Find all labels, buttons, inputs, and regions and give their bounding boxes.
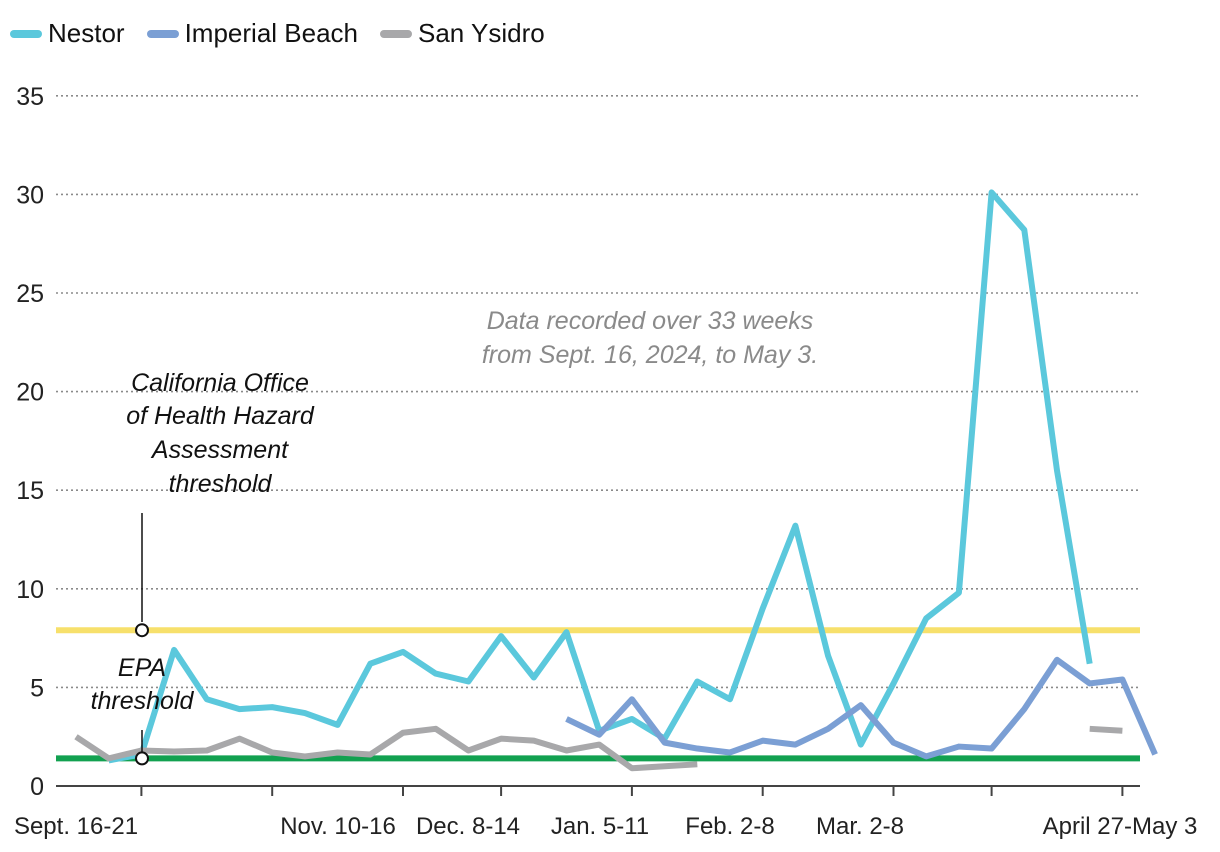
x-tick-label: April 27-May 3 xyxy=(1043,813,1198,840)
y-tick-label-25: 25 xyxy=(16,280,44,308)
legend-swatch-nestor xyxy=(10,29,42,38)
data-note-line: Data recorded over 33 weeks xyxy=(487,307,814,335)
y-tick-label-35: 35 xyxy=(16,83,44,111)
y-tick-label-30: 30 xyxy=(16,181,44,209)
x-tick-label: Dec. 8-14 xyxy=(416,813,520,840)
y-tick-label-10: 10 xyxy=(16,576,44,604)
legend-swatch-imperial-beach xyxy=(146,29,179,38)
legend-item-nestor: Nestor xyxy=(10,18,125,49)
y-tick-label-0: 0 xyxy=(30,773,44,801)
legend: Nestor Imperial Beach San Ysidro xyxy=(10,18,545,49)
series-line-1-0 xyxy=(565,656,1158,760)
legend-label-nestor: Nestor xyxy=(48,18,125,48)
legend-label-imperial-beach: Imperial Beach xyxy=(184,18,358,48)
epa-threshold-label-line: threshold xyxy=(91,687,195,715)
ca-threshold-marker xyxy=(135,623,149,638)
series-line-2-0 xyxy=(74,725,698,772)
y-tick-label-5: 5 xyxy=(30,674,44,702)
data-note-line: from Sept. 16, 2024, to May 3. xyxy=(482,341,818,369)
ca-threshold-label-line: California Office xyxy=(131,369,309,397)
legend-item-san-ysidro: San Ysidro xyxy=(380,18,545,49)
legend-item-imperial-beach: Imperial Beach xyxy=(146,18,358,49)
x-tick-label: Nov. 10-16 xyxy=(280,813,396,840)
epa-threshold-label-line: EPA xyxy=(118,654,166,682)
y-tick-label-15: 15 xyxy=(16,477,44,505)
x-tick-label: Jan. 5-11 xyxy=(551,813,649,840)
ca-threshold-label-line: of Health Hazard xyxy=(126,402,315,430)
epa-threshold-marker xyxy=(135,751,149,766)
series-line-2-1 xyxy=(1089,725,1123,734)
x-tick-label: Mar. 2-8 xyxy=(816,813,904,840)
legend-swatch-san-ysidro xyxy=(380,29,412,38)
legend-label-san-ysidro: San Ysidro xyxy=(418,18,545,48)
x-tick-label: Feb. 2-8 xyxy=(685,813,774,840)
ca-threshold-label-line: Assessment xyxy=(150,436,289,464)
y-tick-label-20: 20 xyxy=(16,379,44,407)
x-tick-label: Sept. 16-21 xyxy=(14,813,138,840)
ca-threshold-label-line: threshold xyxy=(169,470,273,498)
